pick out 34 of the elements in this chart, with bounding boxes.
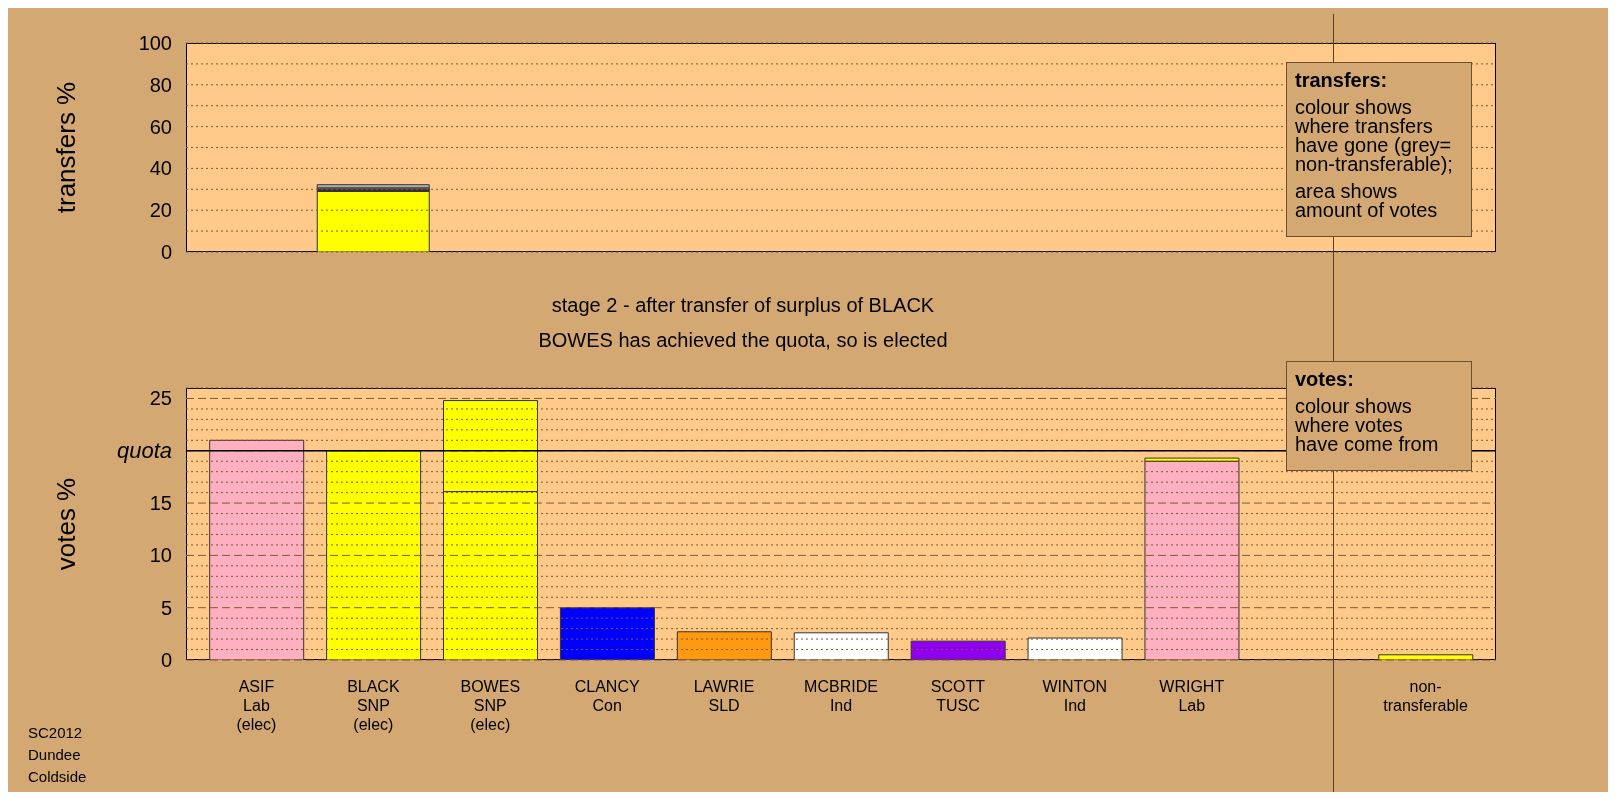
annotation: transfers: [1295,69,1389,91]
annotation: colour shows where votes have come from [1295,395,1440,455]
y-axis-title: transfers % [51,81,82,214]
chart-subtitle: BOWES has achieved the quota, so is elected [537,329,949,352]
x-tick-label: ASIF Lab (elec) [236,678,277,733]
y-axis-title: votes % [51,477,82,571]
x-tick-label: LAWRIE SLD [693,678,755,714]
x-tick-label: WRIGHT Lab [1159,678,1225,714]
y-tick-label: quota [116,437,172,463]
x-tick-label: WINTON Ind [1042,678,1108,714]
note-box: votes: colour shows where votes have come from [1286,361,1472,471]
y-tick-label: 15 [149,492,172,515]
y-tick-label: 0 [160,649,172,671]
text: SC2012 Dundee Coldside [28,723,88,787]
annotation: votes: [1295,368,1355,390]
note-box: transfers: colour shows where transfers have gone (grey= non-transferable); area shows amount of votes [1286,62,1472,237]
annotation: colour shows where transfers have gone (grey= non-transferable); [1295,96,1454,175]
y-tick-label: 60 [149,115,172,138]
y-tick-label: 0 [160,241,172,263]
y-tick-label: 80 [149,73,172,96]
y-tick-label: 40 [149,157,172,180]
y-tick-label: 25 [149,387,172,410]
x-tick-label: non- transferable [1383,678,1468,714]
y-tick-label: 100 [138,32,172,54]
y-tick-label: 20 [149,199,172,222]
x-tick-label: MCBRIDE Ind [804,678,878,714]
y-tick-label: 5 [160,596,172,619]
y-tick-label: 10 [149,544,172,567]
x-tick-label: BOWES SNP (elec) [460,678,521,733]
x-tick-label: SCOTT TUSC [930,678,986,714]
annotation: area shows amount of votes [1295,180,1439,221]
x-tick-label: CLANCY Con [574,678,640,714]
x-tick-label: BLACK SNP (elec) [347,678,400,733]
chart-title: stage 2 - after transfer of surplus of BLACK [550,294,936,317]
